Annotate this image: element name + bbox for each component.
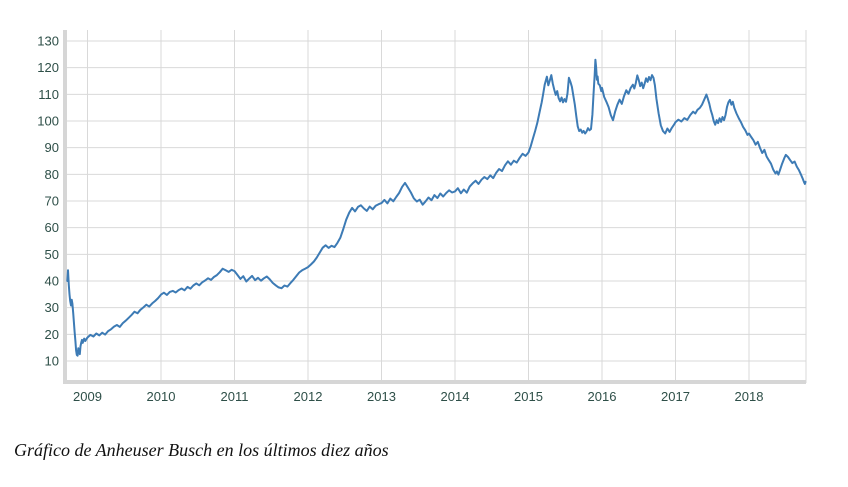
x-tick-label: 2010 [147, 389, 176, 404]
y-tick-label: 120 [37, 60, 59, 75]
y-tick-label: 70 [45, 194, 59, 209]
x-tick-label: 2016 [588, 389, 617, 404]
y-tick-label: 60 [45, 220, 59, 235]
y-tick-label: 130 [37, 34, 59, 49]
y-tick-label: 50 [45, 247, 59, 262]
y-tick-label: 90 [45, 140, 59, 155]
x-tick-label: 2011 [221, 389, 249, 404]
y-tick-label: 30 [45, 300, 59, 315]
y-tick-label: 40 [45, 274, 59, 289]
y-tick-label: 10 [45, 354, 59, 369]
x-tick-label: 2012 [294, 389, 323, 404]
y-tick-label: 20 [45, 327, 59, 342]
y-axis-band [63, 30, 67, 383]
x-tick-label: 2018 [735, 389, 764, 404]
y-axis-labels: 10 20 30 40 50 60 70 80 90 100 110 120 130 [37, 34, 59, 369]
price-line [66, 58, 807, 357]
y-tick-label: 100 [37, 114, 59, 129]
chart-caption: Gráfico de Anheuser Busch en los últimos… [14, 440, 389, 460]
x-axis-band [63, 380, 806, 384]
horizontal-gridlines [67, 40, 806, 362]
x-tick-label: 2017 [661, 389, 690, 404]
y-tick-label: 110 [38, 87, 59, 102]
vertical-gridlines [87, 30, 807, 383]
x-tick-label: 2009 [73, 389, 102, 404]
y-tick-label: 80 [45, 167, 59, 182]
x-axis-labels: 2009 2010 2011 2012 2013 2014 2015 2016 2017 2018 [73, 389, 763, 404]
x-tick-label: 2013 [367, 389, 396, 404]
x-tick-label: 2015 [514, 389, 543, 404]
x-tick-label: 2014 [441, 389, 470, 404]
